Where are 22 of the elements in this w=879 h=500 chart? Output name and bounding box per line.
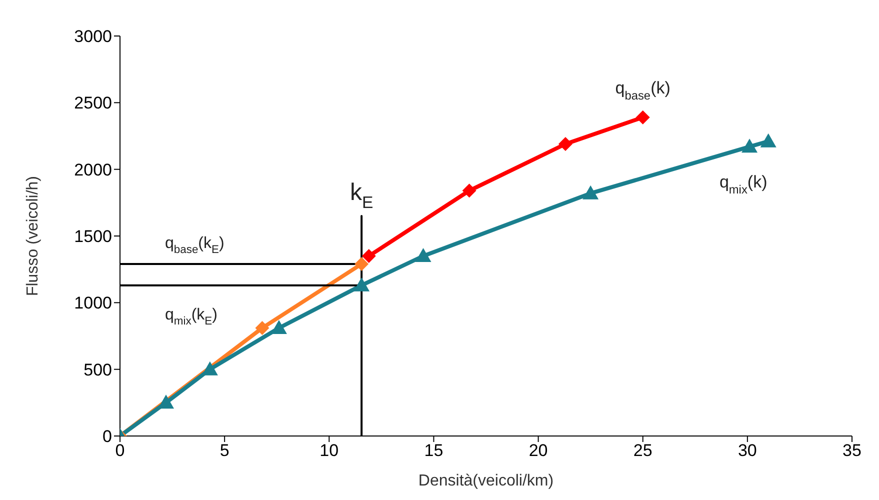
y-axis-title: Flusso (veicoli/h) [24,176,42,296]
x-tick-label: 15 [424,441,444,460]
y-tick-label: 2000 [74,160,112,180]
x-tick-label: 10 [320,441,339,460]
series-label: k$_{E}$ [350,179,374,212]
x-axis-title: Densità(veicoli/km) [418,472,554,490]
x-tick-label: 20 [528,441,548,460]
y-tick-label: 2500 [74,94,112,113]
y-tick-label: 1000 [74,294,112,313]
series-label: q$_{mix}$(k$_{E}$) [165,306,218,328]
x-tick-label: 5 [220,441,230,460]
y-tick-label: 500 [84,360,112,380]
series-label: q$_{mix}$(k) [719,172,768,196]
y-tick-label: 0 [102,427,112,446]
x-tick-label: 0 [115,441,125,460]
y-tick-label: 1500 [74,227,112,246]
y-tick-label: 3000 [74,27,112,46]
series-label: q$_{base}$(k) [615,78,670,102]
x-tick-label: 35 [842,441,862,460]
series-label: q$_{base}$(k$_{E}$) [165,235,224,256]
x-tick-label: 25 [633,441,652,460]
x-tick-label: 30 [738,441,757,460]
